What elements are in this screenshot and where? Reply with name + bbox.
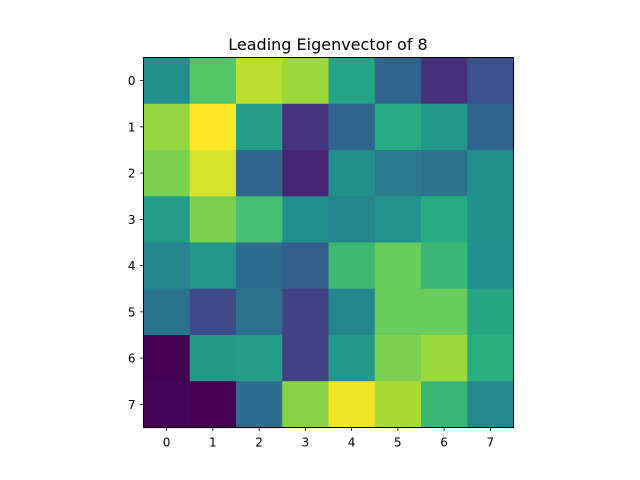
y-tick-label: 7 xyxy=(128,398,136,412)
x-tick-label: 7 xyxy=(487,436,495,450)
y-axis: 0 1 2 3 4 5 6 7 xyxy=(128,74,144,412)
heatmap-cell-r7-c6 xyxy=(421,381,468,429)
heatmap-cell-r0-c5 xyxy=(374,57,422,105)
heatmap-cell-r2-c3 xyxy=(282,150,330,197)
heatmap-cell-r7-c3 xyxy=(282,381,330,429)
heatmap-cell-r0-c7 xyxy=(467,57,515,105)
heatmap-cell-r2-c6 xyxy=(421,150,468,197)
x-tick-label: 4 xyxy=(348,436,356,450)
heatmap-cell-r7-c0 xyxy=(143,381,191,429)
heatmap-cell-r2-c2 xyxy=(236,150,283,197)
y-tick-label: 2 xyxy=(128,167,136,181)
heatmap-cell-r4-c3 xyxy=(282,242,330,290)
heatmap-cell-r3-c7 xyxy=(467,196,515,244)
heatmap-cell-r1-c4 xyxy=(328,103,376,151)
x-tick-label: 0 xyxy=(163,436,171,450)
heatmap-cell-r1-c7 xyxy=(467,103,515,151)
heatmap-cell-r5-c4 xyxy=(328,288,376,336)
y-tick-label: 3 xyxy=(128,213,136,227)
heatmap-cell-r2-c1 xyxy=(189,150,237,197)
heatmap-cell-r6-c4 xyxy=(328,335,376,382)
heatmap-cell-r6-c7 xyxy=(467,335,515,382)
heatmap-cell-r3-c0 xyxy=(143,196,191,244)
heatmap-cell-r7-c7 xyxy=(467,381,515,429)
heatmap-cell-r7-c1 xyxy=(189,381,237,429)
heatmap-cell-r1-c6 xyxy=(421,103,468,151)
heatmap-cell-r6-c5 xyxy=(374,335,422,382)
heatmap-cell-r0-c4 xyxy=(328,57,376,105)
heatmap-plot-area xyxy=(143,57,515,429)
x-tick-label: 1 xyxy=(209,436,217,450)
heatmap-cell-r1-c5 xyxy=(374,103,422,151)
heatmap-cell-r4-c0 xyxy=(143,242,191,290)
heatmap-cell-r5-c7 xyxy=(467,288,515,336)
heatmap-cell-r5-c6 xyxy=(421,288,468,336)
heatmap-cell-r2-c7 xyxy=(467,150,515,197)
heatmap-cell-r4-c7 xyxy=(467,242,515,290)
heatmap-cell-r4-c4 xyxy=(328,242,376,290)
x-tick-label: 3 xyxy=(302,436,310,450)
heatmap-cell-r3-c1 xyxy=(189,196,237,244)
heatmap-cell-r0-c1 xyxy=(189,57,237,105)
heatmap-cell-r1-c0 xyxy=(143,103,191,151)
heatmap-cell-r0-c2 xyxy=(236,57,283,105)
x-tick-label: 5 xyxy=(394,436,402,450)
heatmap-cell-r3-c5 xyxy=(374,196,422,244)
heatmap-cell-r6-c1 xyxy=(189,335,237,382)
heatmap-cell-r0-c3 xyxy=(282,57,330,105)
heatmap-cell-r1-c3 xyxy=(282,103,330,151)
heatmap-cell-r7-c4 xyxy=(328,381,376,429)
y-tick-label: 6 xyxy=(128,352,136,366)
heatmap-cell-r1-c2 xyxy=(236,103,283,151)
heatmap-cell-r0-c6 xyxy=(421,57,468,105)
heatmap-cell-r5-c2 xyxy=(236,288,283,336)
heatmap-cell-r2-c4 xyxy=(328,150,376,197)
heatmap-cell-r7-c2 xyxy=(236,381,283,429)
y-tick-label: 0 xyxy=(128,74,136,88)
heatmap-cell-r4-c2 xyxy=(236,242,283,290)
y-tick-label: 1 xyxy=(128,120,136,134)
heatmap-cell-r3-c6 xyxy=(421,196,468,244)
heatmap-cell-r5-c1 xyxy=(189,288,237,336)
heatmap-cell-r1-c1 xyxy=(189,103,237,151)
y-tick-label: 5 xyxy=(128,305,136,319)
y-tick-label: 4 xyxy=(128,259,136,273)
heatmap-cell-r4-c6 xyxy=(421,242,468,290)
heatmap-cell-r6-c2 xyxy=(236,335,283,382)
heatmap-cell-r2-c0 xyxy=(143,150,191,197)
x-tick-label: 6 xyxy=(440,436,448,450)
x-axis: 0 1 2 3 4 5 6 7 xyxy=(163,427,495,450)
heatmap-cell-r4-c1 xyxy=(189,242,237,290)
heatmap-cell-r3-c2 xyxy=(236,196,283,244)
chart-title: Leading Eigenvector of 8 xyxy=(228,35,427,54)
heatmap-cell-r3-c3 xyxy=(282,196,330,244)
heatmap-cell-r5-c0 xyxy=(143,288,191,336)
heatmap-cell-r4-c5 xyxy=(374,242,422,290)
heatmap-cell-r6-c6 xyxy=(421,335,468,382)
heatmap-cell-r6-c0 xyxy=(143,335,191,382)
heatmap-cell-r5-c5 xyxy=(374,288,422,336)
heatmap-cell-r3-c4 xyxy=(328,196,376,244)
heatmap-cell-r7-c5 xyxy=(374,381,422,429)
heatmap-cell-r2-c5 xyxy=(374,150,422,197)
heatmap-cell-r6-c3 xyxy=(282,335,330,382)
axes-frame xyxy=(143,57,514,428)
x-tick-label: 2 xyxy=(255,436,263,450)
heatmap-cell-r0-c0 xyxy=(143,57,191,105)
heatmap-cell-r5-c3 xyxy=(282,288,330,336)
